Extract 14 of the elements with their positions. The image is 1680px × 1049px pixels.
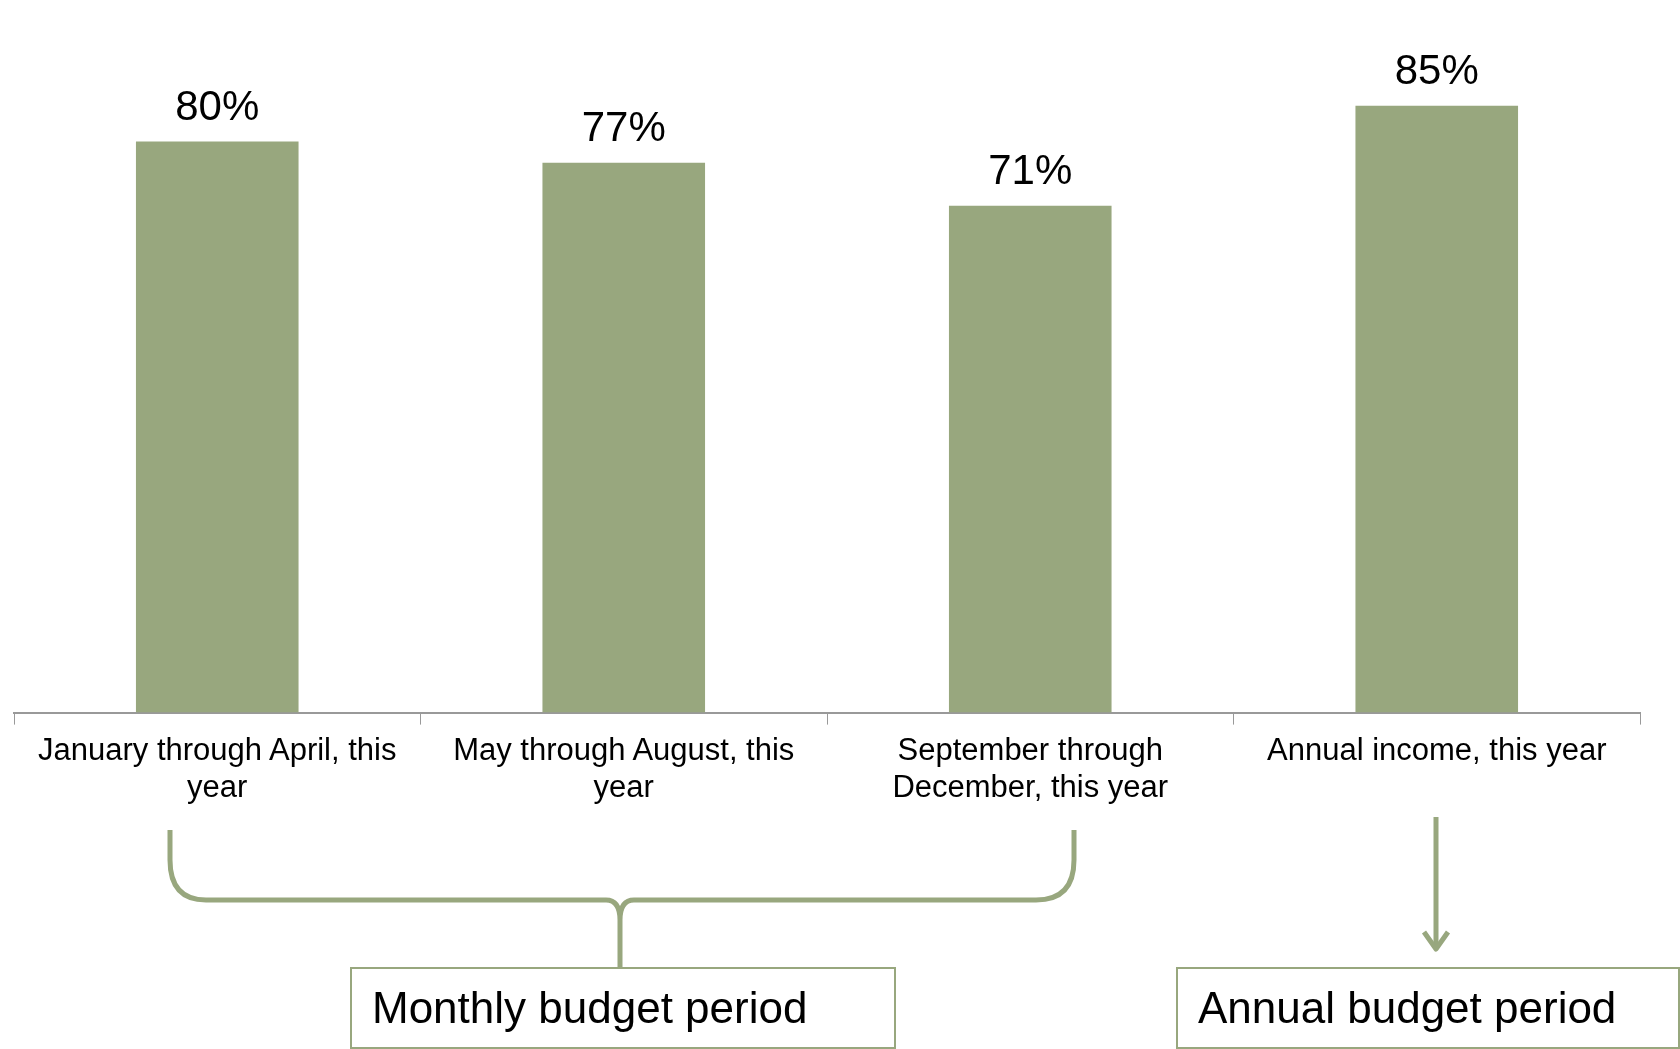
data-label: 85% — [1394, 46, 1479, 94]
x-tick-label: September through December, this year — [892, 731, 1169, 804]
data-label: 71% — [988, 146, 1073, 194]
bar — [1355, 105, 1519, 713]
x-tick-label: May through August, this year — [453, 731, 795, 804]
data-label: 77% — [581, 103, 666, 151]
text: Annual budget period — [1176, 967, 1680, 1049]
data-label: 80% — [175, 81, 260, 129]
x-tick-label: Annual income, this year — [1267, 731, 1607, 767]
bar — [948, 205, 1112, 713]
bar — [542, 162, 706, 713]
x-tick-label: January through April, this year — [38, 731, 397, 804]
bar — [135, 141, 299, 713]
text: Monthly budget period — [350, 967, 896, 1049]
